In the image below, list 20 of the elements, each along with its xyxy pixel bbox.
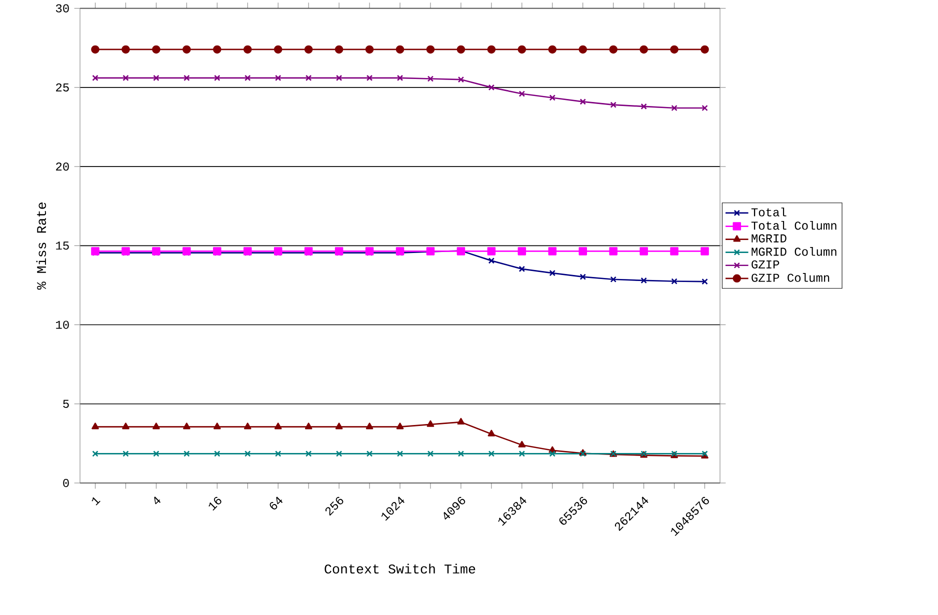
y-tick-label: 15 — [56, 242, 69, 250]
y-axis-title: % Miss Rate — [36, 202, 46, 290]
legend-label: Total Column — [751, 220, 836, 230]
x-axis-title: Context Switch Time — [324, 564, 476, 574]
x-tick-label: 16 — [208, 496, 222, 511]
y-tick-label: 20 — [56, 162, 69, 171]
y-tick-label: 25 — [56, 83, 69, 92]
legend-label: MGRID — [752, 234, 786, 242]
x-tick-label: 64 — [270, 496, 283, 510]
y-tick-label: 0 — [63, 478, 69, 488]
x-tick-label: 4 — [154, 496, 161, 504]
legend-label: GZIP Column — [752, 273, 830, 282]
x-tick-label: 256 — [325, 496, 344, 516]
legend-label: Total — [751, 208, 786, 216]
x-tick-label: 1 — [92, 497, 100, 506]
legend-label: MGRID Column — [752, 246, 836, 256]
y-tick-label: 5 — [63, 400, 69, 408]
legend-label: GZIP — [752, 260, 780, 269]
y-tick-label: 30 — [56, 4, 69, 12]
y-tick-label: 10 — [56, 320, 69, 329]
